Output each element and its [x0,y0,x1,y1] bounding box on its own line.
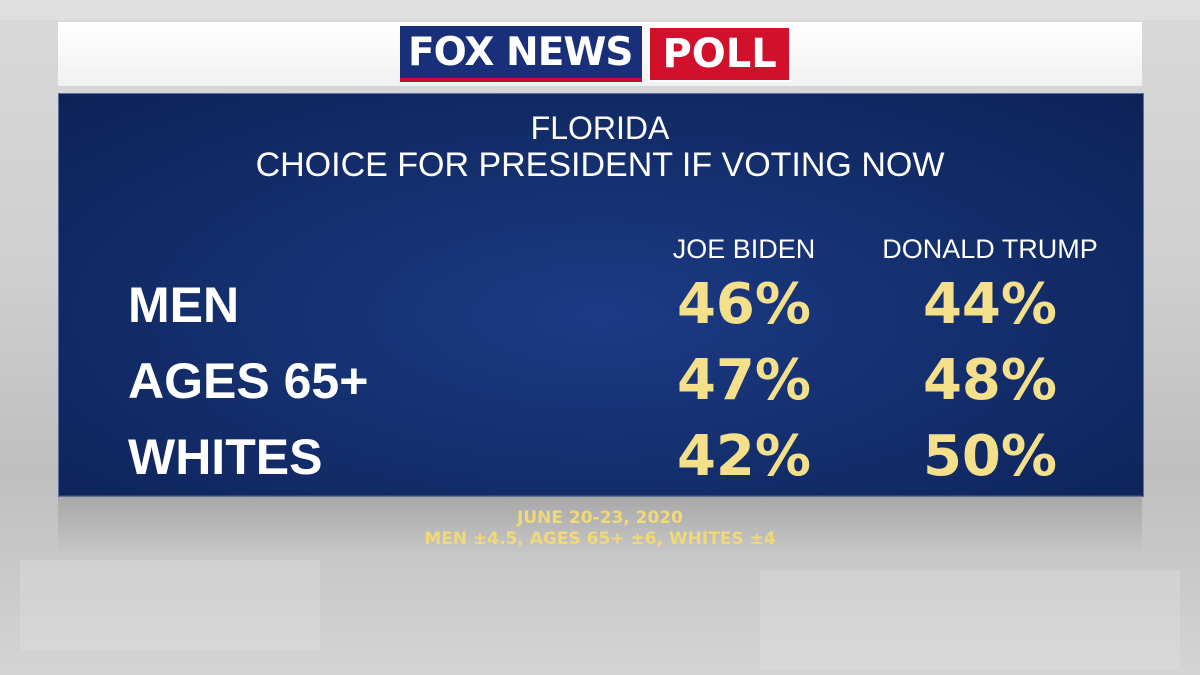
chart-title: FLORIDA [530,110,670,146]
background-shape [760,570,1180,670]
value-whites-biden: 42% [676,424,812,489]
column-header-trump: DONALD TRUMP [882,234,1098,264]
background-shape [0,0,1200,20]
value-whites-trump: 50% [922,424,1058,489]
margin-of-error: MEN ±4.5, AGES 65+ ±6, WHITES ±4 [424,529,776,549]
logo-fox-news: FOX NEWS [400,26,643,82]
row-label-ages-65: AGES 65+ [128,353,369,409]
background-shape [20,560,320,650]
value-ages65-biden: 47% [676,348,812,413]
poll-dates: JUNE 20-23, 2020 [517,508,683,528]
value-men-biden: 46% [676,272,812,337]
value-men-trump: 44% [922,272,1058,337]
logo-poll: POLL [648,26,791,82]
chart-subtitle: CHOICE FOR PRESIDENT IF VOTING NOW [255,146,945,184]
poll-panel [58,93,1144,497]
fox-news-poll-logo: FOX NEWS POLL [400,26,791,82]
value-ages65-trump: 48% [922,348,1058,413]
panel-shadow [58,495,1142,555]
column-header-biden: JOE BIDEN [672,234,816,264]
row-label-men: MEN [128,277,240,333]
row-label-whites: WHITES [128,429,323,485]
